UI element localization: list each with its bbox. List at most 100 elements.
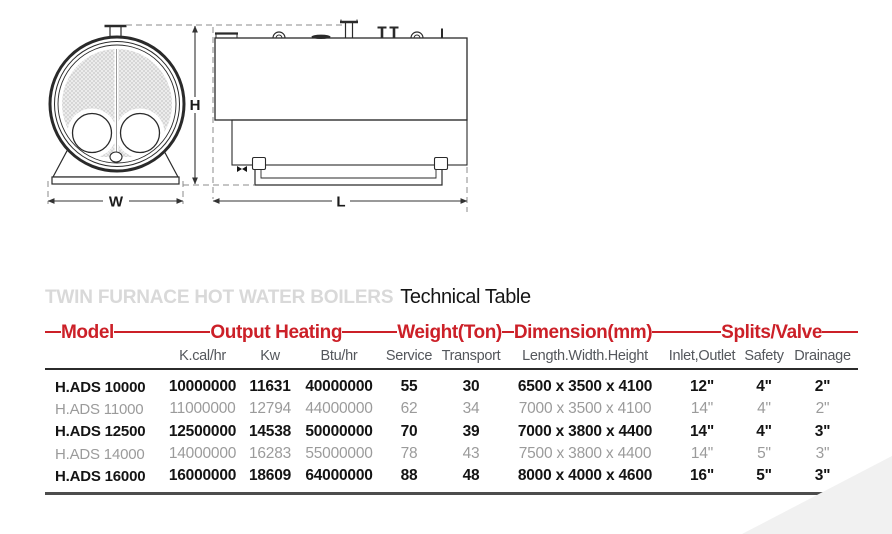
col-header-service: Service: [385, 347, 433, 364]
cell-kw: 12794: [248, 400, 292, 418]
cell-drainage: 2": [815, 400, 830, 418]
table-row: H.ADS 14000 14000000 16283 55000000 78 4…: [45, 443, 858, 465]
table-row: H.ADS 10000 10000000 11631 40000000 55 3…: [45, 376, 858, 398]
table-column-headers: K.cal/hr Kw Btu/hr Service Transport Len…: [45, 344, 858, 367]
boiler-technical-drawing: W H L: [47, 19, 468, 212]
cell-drainage: 3": [814, 467, 831, 485]
group-dimension: Dimension(mm): [513, 321, 653, 343]
watermark-title: TWIN FURNACE HOT WATER BOILERS: [45, 287, 394, 308]
safety-valve-dome-2: [410, 31, 424, 39]
construction-lines: [47, 24, 468, 212]
header-rule: [113, 331, 211, 333]
height-dimension-label: H: [190, 97, 201, 114]
cell-transport: 43: [462, 445, 480, 463]
header-rule: [45, 331, 61, 333]
cell-transport: 39: [462, 422, 480, 440]
header-rule: [342, 331, 398, 333]
cell-dimension: 7500 x 3800 x 4400: [518, 445, 652, 463]
group-model: Model: [61, 321, 114, 343]
cell-kcal: 12500000: [168, 422, 237, 440]
group-splits-valve: Splits/Valve: [721, 321, 822, 343]
cell-btu: 55000000: [305, 445, 373, 463]
skid-foot-left: [251, 156, 267, 171]
table-row: H.ADS 11000 11000000 12794 44000000 62 3…: [45, 398, 858, 420]
cell-service: 88: [400, 467, 418, 485]
cell-drainage: 3": [815, 445, 830, 463]
technical-table: Model Output Heating Weight(Ton) Dimensi…: [45, 320, 858, 496]
table-row: H.ADS 12500 12500000 14538 50000000 70 3…: [45, 421, 858, 443]
cell-inlet-outlet: 14": [690, 400, 714, 418]
group-output-heating: Output Heating: [210, 321, 343, 343]
cell-kcal: 11000000: [169, 400, 236, 418]
col-header-inlet-outlet: Inlet,Outlet: [668, 347, 736, 364]
title-row: TWIN FURNACE HOT WATER BOILERS Technical…: [45, 286, 531, 309]
page-title: Technical Table: [400, 286, 531, 308]
cell-btu: 50000000: [305, 422, 373, 440]
cell-transport: 30: [462, 378, 480, 396]
manhole-cover: [311, 34, 331, 39]
cell-safety: 5": [757, 445, 771, 463]
cell-transport: 48: [462, 467, 480, 485]
side-top-fittings: [215, 19, 443, 39]
shell-mid-ring: [54, 41, 180, 167]
drain-port: [109, 151, 123, 163]
header-rule: [822, 331, 858, 333]
cell-kcal: 10000000: [168, 378, 237, 396]
cell-dimension: 7000 x 3800 x 4400: [517, 422, 653, 440]
width-dimension-label: W: [109, 194, 124, 211]
col-header-btu: Btu/hr: [320, 347, 358, 364]
cell-service: 62: [400, 400, 418, 418]
cell-service: 78: [400, 445, 418, 463]
furnace-tube-left: [71, 112, 113, 154]
col-header-transport: Transport: [441, 347, 501, 364]
furnace-tube-right: [119, 112, 161, 154]
cell-dimension: 8000 x 4000 x 4600: [517, 467, 653, 485]
header-rule: [652, 331, 722, 333]
chimney-flange: [340, 19, 358, 38]
table-row: H.ADS 16000 16000000 18609 64000000 88 4…: [45, 465, 858, 487]
table-bottom-rule: [45, 492, 858, 496]
boiler-front-view: [48, 24, 186, 185]
front-base-plate: [51, 176, 180, 185]
cell-service: 70: [400, 422, 418, 440]
boiler-side-view: [214, 19, 468, 186]
header-rule: [501, 331, 514, 333]
skid-bar-outer: [254, 169, 443, 186]
cell-transport: 34: [462, 400, 480, 418]
length-dimension-label: L: [336, 194, 345, 211]
cell-btu: 40000000: [305, 378, 373, 396]
cell-model: H.ADS 10000: [55, 378, 146, 396]
cell-kcal: 14000000: [168, 445, 237, 463]
side-lower-band: [231, 119, 468, 166]
cell-kw: 11631: [249, 378, 291, 396]
cell-model: H.ADS 14000: [55, 445, 145, 463]
table-top-rule: [45, 368, 858, 370]
cell-drainage: 2": [814, 378, 831, 396]
table-group-header: Model Output Heating Weight(Ton) Dimensi…: [45, 320, 858, 344]
col-header-kw: Kw: [260, 347, 280, 364]
cell-kw: 14538: [248, 422, 292, 440]
cell-safety: 4": [756, 422, 772, 440]
dimension-labels: W H L: [103, 97, 350, 211]
group-weight: Weight(Ton): [397, 321, 502, 343]
cell-kcal: 16000000: [168, 467, 237, 485]
cell-model: H.ADS 16000: [55, 467, 146, 485]
safety-valve-dome-1: [272, 31, 286, 39]
cell-dimension: 7000 x 3500 x 4100: [518, 400, 652, 418]
cell-safety: 5": [756, 467, 772, 485]
cell-drainage: 3": [814, 422, 831, 440]
cell-kw: 18609: [248, 467, 292, 485]
nozzle-pair: [377, 26, 399, 38]
cell-safety: 4": [756, 378, 772, 396]
cell-model: H.ADS 12500: [55, 423, 146, 441]
cell-safety: 4": [757, 400, 771, 418]
drain-valve-symbol: [237, 166, 247, 172]
shell-inner-ring: [57, 44, 177, 164]
cell-inlet-outlet: 14": [690, 422, 714, 440]
col-header-kcal: K.cal/hr: [179, 347, 226, 364]
skid-foot-right: [433, 156, 449, 171]
col-header-dimension: Length.Width.Height: [522, 347, 648, 364]
cell-btu: 44000000: [305, 400, 373, 418]
front-top-nozzle: [104, 24, 127, 39]
